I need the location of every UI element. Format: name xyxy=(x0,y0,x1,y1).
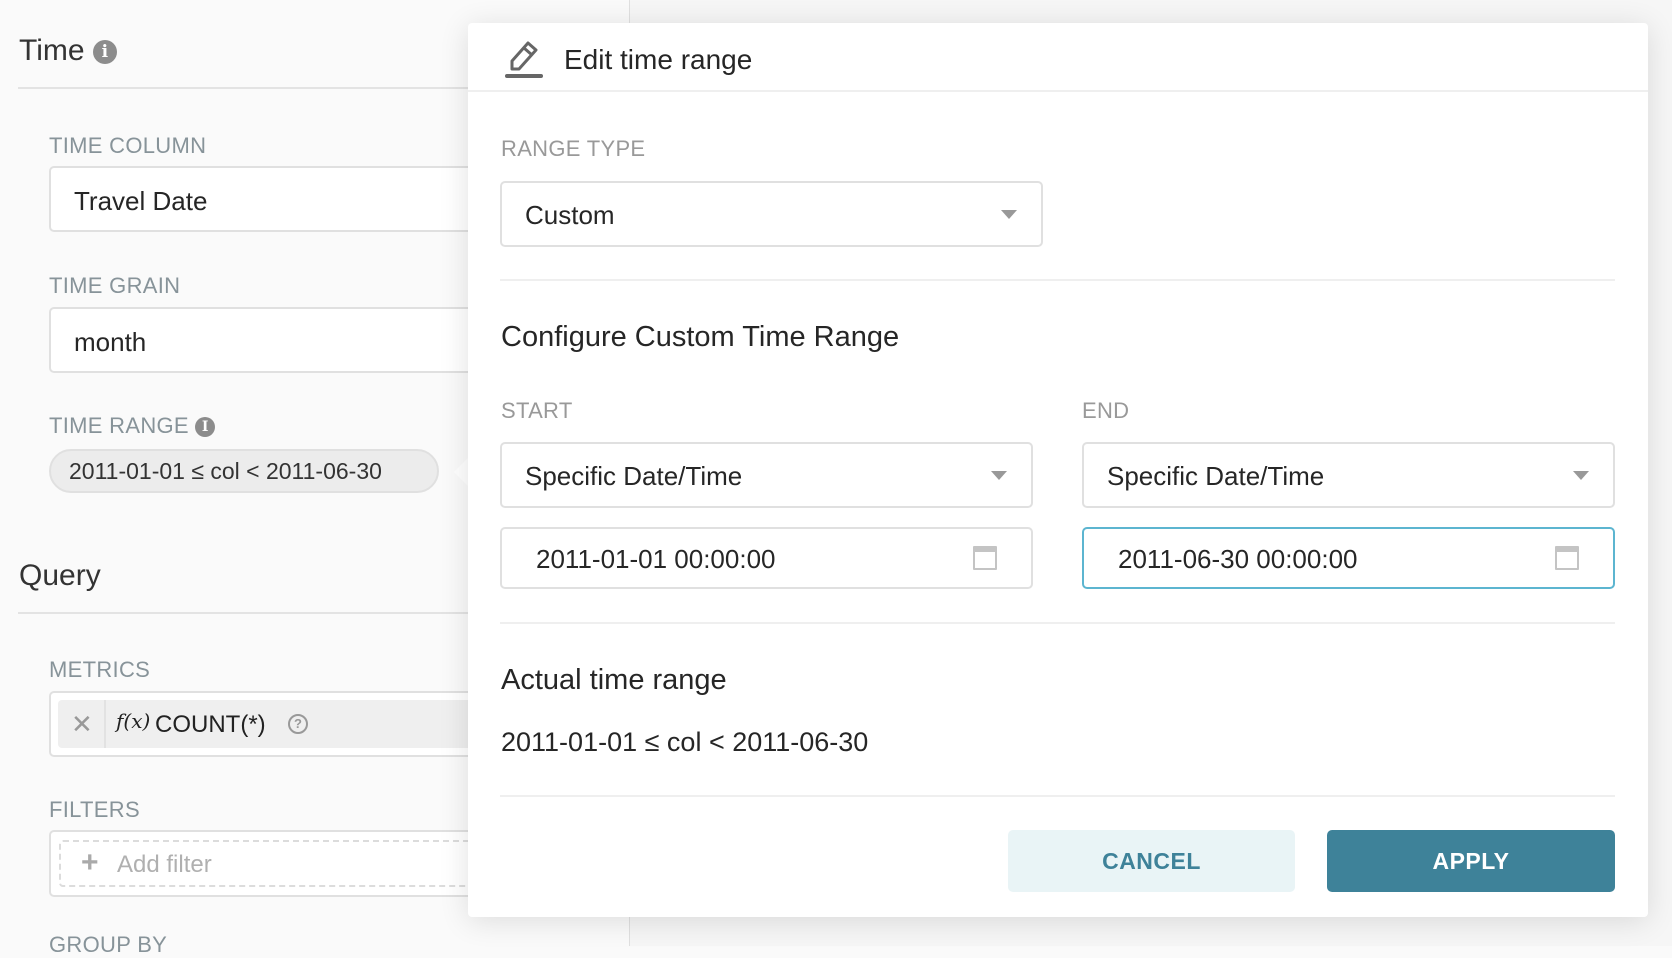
chevron-down-icon xyxy=(1573,471,1589,480)
time-section-title: Time i xyxy=(19,34,117,68)
time-grain-select[interactable]: month xyxy=(49,307,489,373)
help-icon[interactable]: ? xyxy=(288,714,308,734)
query-divider xyxy=(18,612,468,614)
time-title-text: Time xyxy=(19,34,85,67)
filters-label: FILTERS xyxy=(49,797,140,822)
time-column-select[interactable]: Travel Date xyxy=(49,166,489,232)
popover-title: Edit time range xyxy=(564,44,753,75)
pencil-icon xyxy=(505,41,543,78)
cancel-button[interactable]: CANCEL xyxy=(1008,830,1295,892)
range-type-select[interactable]: Custom xyxy=(500,181,1043,247)
start-datetime-value: 2011-01-01 00:00:00 xyxy=(536,544,776,574)
time-column-label: TIME COLUMN xyxy=(49,133,207,158)
metrics-label: METRICS xyxy=(49,657,151,682)
time-range-label-text: TIME RANGE xyxy=(49,413,189,438)
info-circle-icon[interactable]: i xyxy=(92,40,117,65)
metric-label: COUNT(*) xyxy=(155,711,266,738)
custom-range-heading: Configure Custom Time Range xyxy=(501,321,900,353)
add-filter-label: Add filter xyxy=(117,851,212,878)
remove-metric-icon[interactable]: ✕ xyxy=(71,709,93,739)
actual-range-heading: Actual time range xyxy=(501,664,727,696)
add-filter-button[interactable]: + Add filter xyxy=(59,840,479,887)
time-grain-label: TIME GRAIN xyxy=(49,273,181,298)
function-icon: f(x) xyxy=(116,709,151,733)
plus-icon: + xyxy=(81,846,99,879)
start-label: START xyxy=(501,398,573,423)
time-range-pill[interactable]: 2011-01-01 ≤ col < 2011-06-30 xyxy=(49,449,439,493)
time-column-value: Travel Date xyxy=(74,186,208,216)
group-by-label: GROUP BY xyxy=(49,932,168,957)
end-datetime-input[interactable]: 2011-06-30 00:00:00 xyxy=(1082,527,1615,589)
end-datetime-value: 2011-06-30 00:00:00 xyxy=(1118,544,1358,574)
start-mode-value: Specific Date/Time xyxy=(525,461,743,491)
info-circle-icon[interactable]: i xyxy=(195,417,216,438)
chevron-down-icon xyxy=(1001,210,1017,219)
edit-time-range-popover: Edit time range RANGE TYPE Custom Config… xyxy=(468,23,1648,917)
start-mode-select[interactable]: Specific Date/Time xyxy=(500,442,1033,508)
chip-separator xyxy=(104,700,106,748)
divider xyxy=(500,279,1615,281)
query-section-title: Query xyxy=(19,559,101,592)
time-grain-value: month xyxy=(74,327,147,357)
apply-button[interactable]: APPLY xyxy=(1327,830,1615,892)
divider xyxy=(500,622,1615,624)
time-range-label: TIME RANGE i xyxy=(49,413,216,439)
divider xyxy=(500,795,1615,797)
calendar-icon[interactable] xyxy=(1555,546,1579,570)
range-type-value: Custom xyxy=(525,200,615,230)
chevron-down-icon xyxy=(991,471,1007,480)
actual-range-value: 2011-01-01 ≤ col < 2011-06-30 xyxy=(501,727,869,757)
header-divider xyxy=(468,90,1648,92)
range-type-label: RANGE TYPE xyxy=(501,136,646,161)
end-mode-value: Specific Date/Time xyxy=(1107,461,1325,491)
time-divider xyxy=(18,87,468,89)
metric-chip[interactable]: ✕ f(x) COUNT(*) ? xyxy=(58,700,478,748)
end-mode-select[interactable]: Specific Date/Time xyxy=(1082,442,1615,508)
calendar-icon[interactable] xyxy=(973,546,997,570)
end-label: END xyxy=(1082,398,1130,423)
start-datetime-input[interactable]: 2011-01-01 00:00:00 xyxy=(500,527,1033,589)
